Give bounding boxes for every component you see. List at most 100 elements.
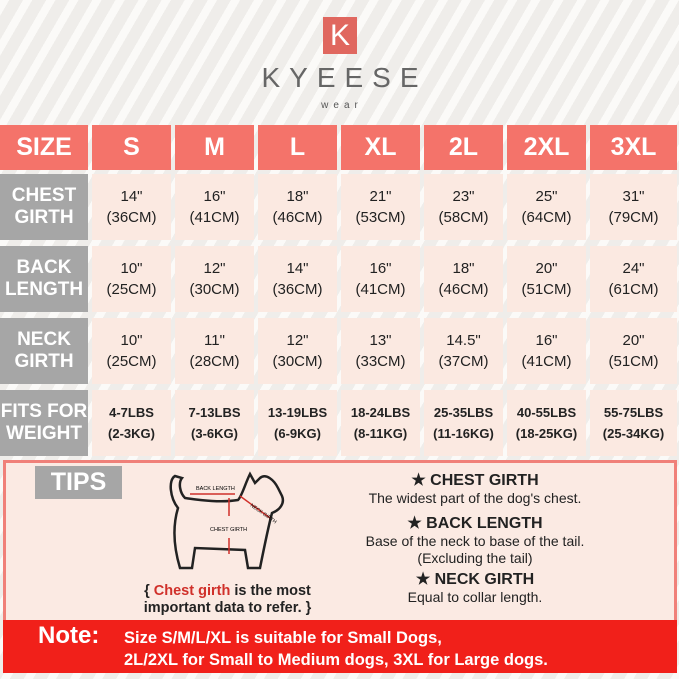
row-label-line: BACK — [16, 257, 72, 278]
cell-line: 20" — [535, 260, 558, 277]
table-cell: 20" (51CM) — [590, 318, 677, 384]
table-cell: 25-35LBS (11-16KG) — [424, 390, 503, 456]
table-cell: 12" (30CM) — [258, 318, 337, 384]
row-label: CHEST GIRTH — [0, 174, 88, 240]
table-cell: 14" (36CM) — [258, 246, 337, 312]
definition-text: The widest part of the dog's chest. — [368, 490, 582, 506]
tips-label: TIPS — [35, 466, 122, 499]
size-header-xl: XL — [341, 125, 420, 170]
size-header-m: M — [175, 125, 254, 170]
diagram-chest-label: CHEST GIRTH — [210, 527, 247, 533]
cell-line: 14.5" — [446, 332, 481, 349]
definition: ★ NECK GIRTH Equal to collar length. — [330, 571, 620, 606]
cell-line: 31" — [622, 188, 645, 205]
cell-line: 25" — [535, 188, 558, 205]
cell-line: (28CM) — [189, 353, 240, 370]
cell-line: (41CM) — [355, 281, 406, 298]
table-cell: 20" (51CM) — [507, 246, 586, 312]
cell-line: 55-75LBS — [603, 405, 664, 420]
star-icon: ★ — [411, 472, 431, 489]
cell-line: 16" — [535, 332, 558, 349]
neck-arrow-icon — [239, 495, 271, 519]
cell-line: 10" — [120, 260, 143, 277]
note-bar — [3, 620, 677, 673]
cell-line: (25CM) — [106, 281, 157, 298]
cell-line: (53CM) — [355, 209, 406, 226]
cell-line: (41CM) — [189, 209, 240, 226]
diagram-neck-label: NECK GIRTH — [249, 503, 278, 526]
cell-line: (51CM) — [608, 353, 659, 370]
table-cell: 21" (53CM) — [341, 174, 420, 240]
brand-logo: K KYEESE wear — [0, 0, 679, 120]
definition-title: ★ BACK LENGTH — [330, 515, 620, 533]
cell-line: 12" — [286, 332, 309, 349]
definition-title: ★ NECK GIRTH — [330, 571, 620, 589]
table-cell: 13" (33CM) — [341, 318, 420, 384]
cell-line: (58CM) — [438, 209, 489, 226]
cell-line: (51CM) — [521, 281, 572, 298]
table-cell: 14" (36CM) — [92, 174, 171, 240]
row-label: NECK GIRTH — [0, 318, 88, 384]
dog-diagram: BACK LENGTH NECK GIRTH CHEST GIRTH — [169, 471, 285, 570]
table-cell: 12" (30CM) — [175, 246, 254, 312]
table-cell: 31" (79CM) — [590, 174, 677, 240]
cell-line: 18-24LBS — [350, 405, 411, 420]
table-cell: 10" (25CM) — [92, 318, 171, 384]
cell-line: (8-11KG) — [353, 426, 408, 441]
table-cell: 14.5" (37CM) — [424, 318, 503, 384]
cell-line: (6-9KG) — [274, 426, 321, 441]
cell-line: (46CM) — [438, 281, 489, 298]
definition: ★ BACK LENGTH Base of the neck to base of… — [330, 515, 620, 567]
size-header-l: L — [258, 125, 337, 170]
row-label: FITS FOR WEIGHT — [0, 390, 88, 456]
cell-line: 24" — [622, 260, 645, 277]
definition: ★ CHEST GIRTH The widest part of the dog'… — [330, 472, 620, 507]
cell-line: 4-7LBS — [109, 405, 154, 420]
cell-line: 40-55LBS — [516, 405, 577, 420]
definition-title-text: NECK GIRTH — [434, 571, 535, 588]
row-label-line: FITS FOR — [0, 401, 88, 422]
table-cell: 4-7LBS (2-3KG) — [92, 390, 171, 456]
cell-line: 14" — [120, 188, 143, 205]
size-header-2l: 2L — [424, 125, 503, 170]
cell-line: (79CM) — [608, 209, 659, 226]
table-cell: 55-75LBS (25-34KG) — [590, 390, 677, 456]
table-cell: 24" (61CM) — [590, 246, 677, 312]
table-cell: 18-24LBS (8-11KG) — [341, 390, 420, 456]
important-text-2: important data to refer. — [143, 600, 302, 616]
row-label-line: GIRTH — [14, 207, 74, 228]
brand-sub: wear — [321, 100, 363, 111]
cell-line: (36CM) — [272, 281, 323, 298]
brand-name: KYEESE — [261, 62, 428, 93]
cell-line: (25-34KG) — [602, 426, 665, 441]
cell-line: (25CM) — [106, 353, 157, 370]
size-header-2xl: 2XL — [507, 125, 586, 170]
important-red: Chest girth — [153, 583, 231, 599]
table-cell: 7-13LBS (3-6KG) — [175, 390, 254, 456]
cell-line: (18-25KG) — [515, 426, 578, 441]
dog-outline-icon — [169, 471, 285, 570]
important-text-1: is the most — [230, 583, 311, 599]
cell-line: (30CM) — [272, 353, 323, 370]
cell-line: 18" — [286, 188, 309, 205]
note-line-2: 2L/2XL for Small to Medium dogs, 3XL for… — [124, 651, 548, 669]
cell-line: 21" — [369, 188, 392, 205]
cell-line: 7-13LBS — [188, 405, 241, 420]
definition-text: (Excluding the tail) — [417, 550, 533, 566]
cell-line: 13-19LBS — [267, 405, 328, 420]
cell-line: 12" — [203, 260, 226, 277]
table-cell: 16" (41CM) — [175, 174, 254, 240]
note-label: Note: — [38, 622, 100, 649]
row-label-line: CHEST — [11, 185, 77, 206]
table-cell: 16" (41CM) — [341, 246, 420, 312]
cell-line: 13" — [369, 332, 392, 349]
cell-line: (30CM) — [189, 281, 240, 298]
diagram-back-label: BACK LENGTH — [196, 486, 235, 492]
row-label-line: LENGTH — [4, 279, 84, 300]
definition-title-text: BACK LENGTH — [426, 515, 543, 532]
cell-line: (41CM) — [521, 353, 572, 370]
table-cell: 18" (46CM) — [258, 174, 337, 240]
note-line-1: Size S/M/L/XL is suitable for Small Dogs… — [124, 629, 442, 647]
cell-line: (36CM) — [106, 209, 157, 226]
table-cell: 40-55LBS (18-25KG) — [507, 390, 586, 456]
